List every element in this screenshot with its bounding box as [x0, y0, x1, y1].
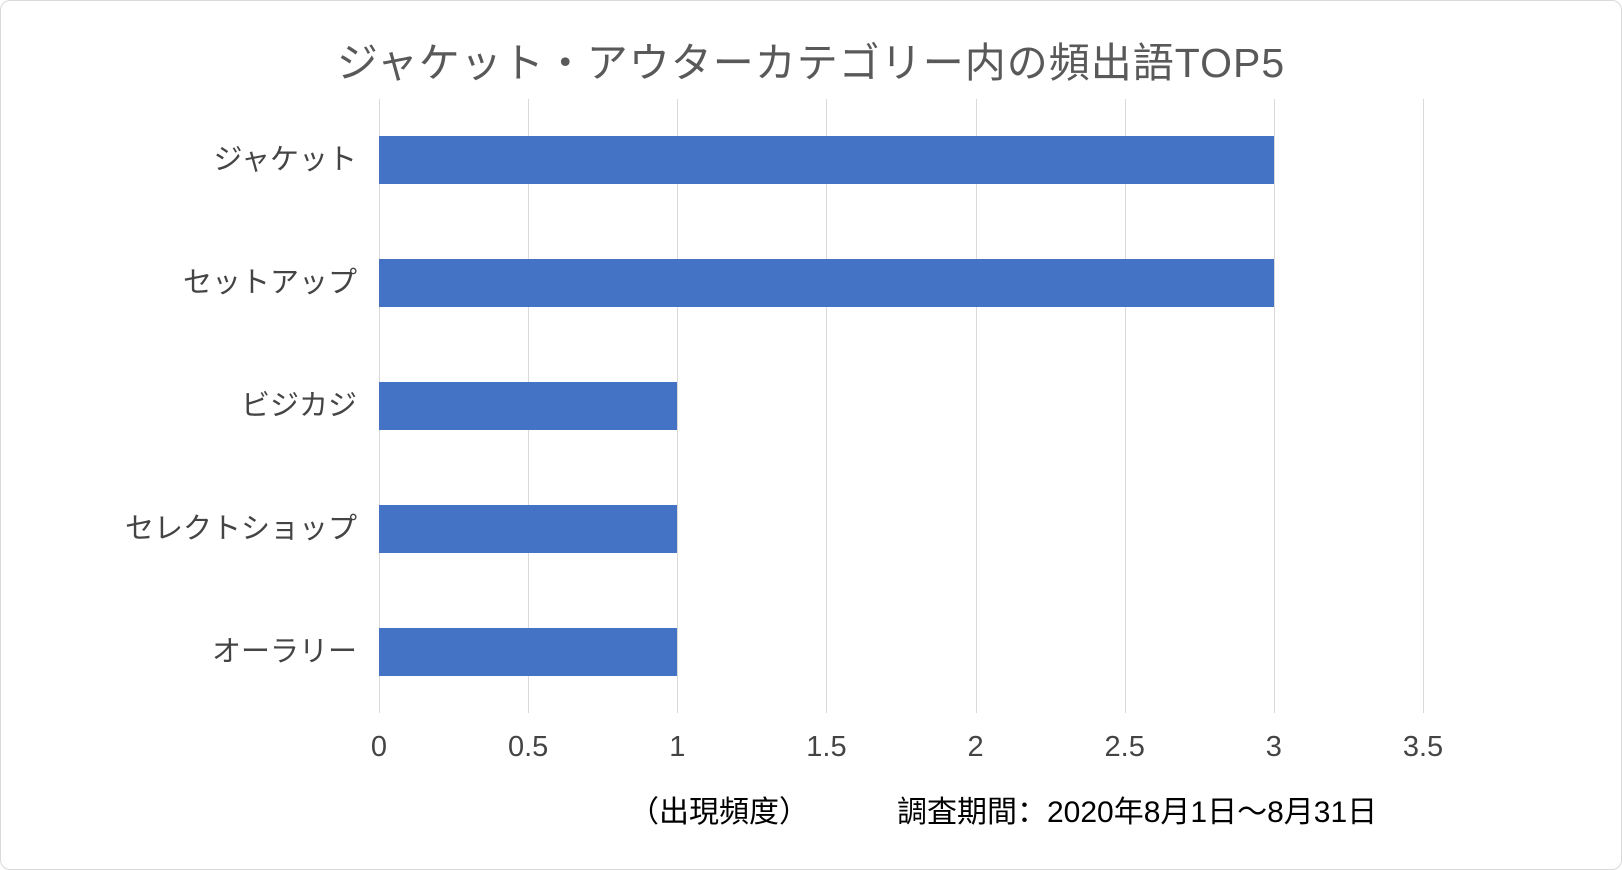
x-tick-label: 3	[1265, 731, 1282, 763]
bar-セットアップ	[379, 259, 1274, 308]
x-tick-label: 0.5	[507, 731, 549, 763]
bar-セレクトショップ	[379, 504, 678, 553]
x-tick-label: 3.5	[1402, 731, 1444, 763]
bar-オーラリー	[379, 627, 678, 676]
chart-footer: （出現頻度） 調査期間：2020年8月1日〜8月31日	[629, 787, 1377, 831]
bar-ジャケット	[379, 136, 1274, 185]
gridline	[677, 99, 679, 713]
plot-area	[379, 99, 1424, 713]
x-tick-label: 2	[967, 731, 984, 763]
x-tick-label: 1	[669, 731, 686, 763]
gridline	[1273, 99, 1275, 713]
gridline	[1124, 99, 1126, 713]
x-tick-label: 2.5	[1104, 731, 1145, 763]
period-label: 調査期間：2020年8月1日〜8月31日	[897, 796, 1378, 829]
category-label: セレクトショップ	[124, 512, 357, 545]
bar-ビジカジ	[379, 382, 678, 430]
x-tick-label: 0	[370, 731, 388, 763]
chart-title: ジャケット・アウターカテゴリー内の頻出語TOP5	[336, 40, 1286, 86]
category-label: セットアップ	[182, 267, 357, 300]
gridline	[826, 99, 828, 713]
category-label: オーラリー	[211, 635, 357, 668]
gridline	[1423, 99, 1424, 713]
gridline	[975, 99, 977, 713]
category-label: ビジカジ	[240, 390, 357, 422]
x-tick-label: 1.5	[806, 731, 847, 763]
category-label: ジャケット	[213, 144, 357, 177]
unit-label: （出現頻度）	[629, 796, 809, 829]
